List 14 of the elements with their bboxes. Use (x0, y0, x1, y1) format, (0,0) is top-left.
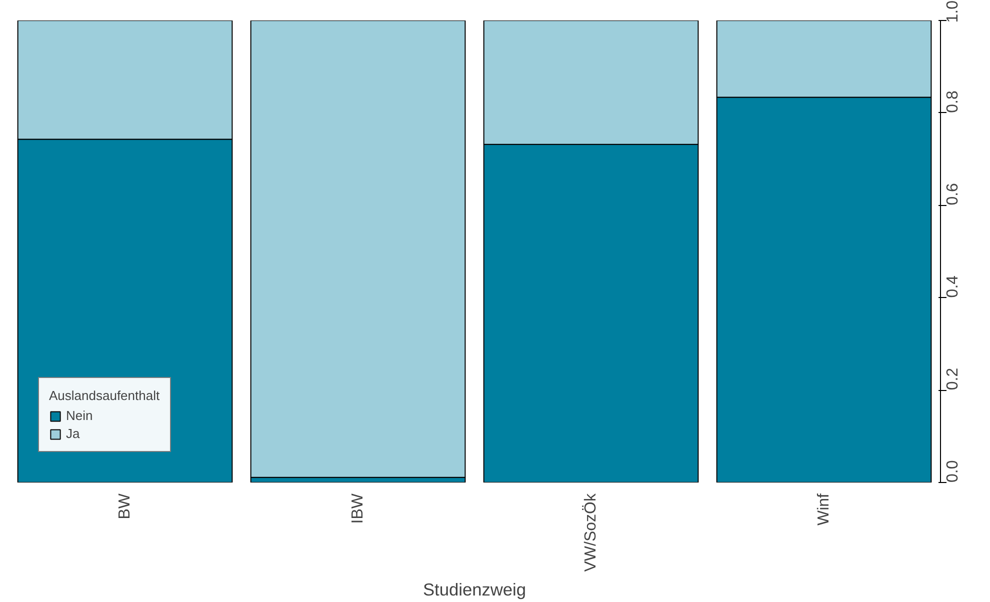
x-tick-label: IBW (350, 492, 366, 524)
x-tick-label: BW (116, 492, 134, 520)
y-tick-label: 0.8 (944, 90, 962, 113)
y-tick-label: 1.0 (944, 0, 962, 23)
y-tick-label: 0.2 (944, 368, 962, 390)
legend-title: Auslandsaufenthalt (49, 388, 160, 403)
x-tick-label: VW/SozÖk (582, 492, 600, 572)
legend-label: Nein (66, 408, 93, 423)
legend-label: Ja (66, 426, 81, 441)
y-tick-label: 0.4 (944, 275, 962, 298)
y-tick-label: 0.0 (944, 460, 962, 482)
x-tick-label: Winf (816, 492, 832, 526)
x-axis-title: Studienzweig (422, 580, 526, 600)
y-tick-label: 0.6 (944, 182, 962, 206)
